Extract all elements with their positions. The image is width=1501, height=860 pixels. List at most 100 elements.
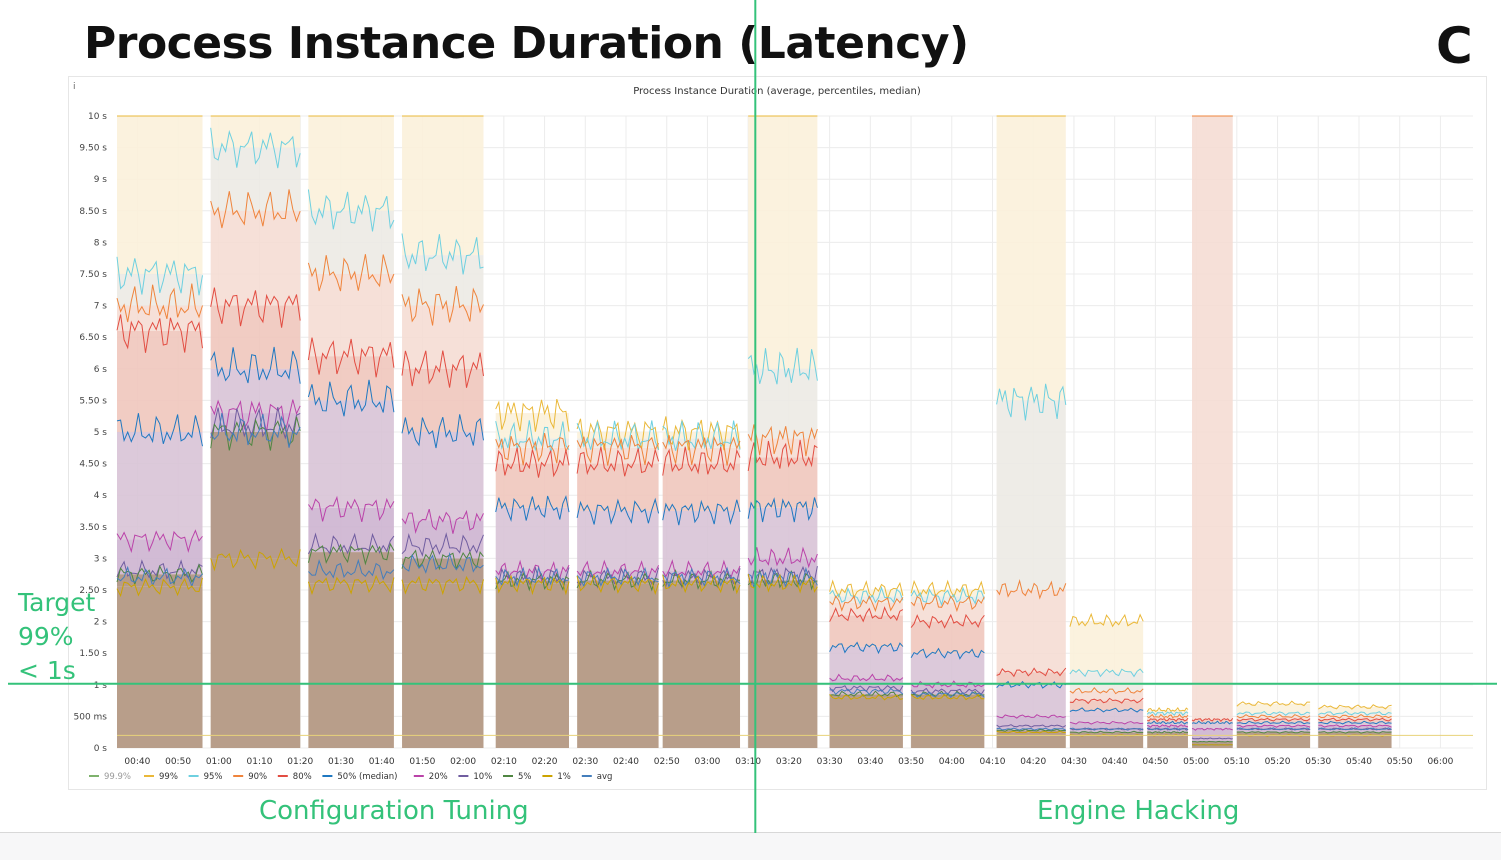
x-tick-label: 02:40 — [613, 757, 639, 767]
y-tick-label: 5 s — [94, 428, 108, 438]
band-80 — [577, 464, 658, 511]
x-tick-label: 03:30 — [817, 757, 843, 767]
x-tick-label: 05:20 — [1265, 757, 1291, 767]
x-tick-label: 02:30 — [572, 757, 598, 767]
y-tick-label: 6 s — [94, 365, 108, 375]
legend-label: 80% — [293, 772, 312, 782]
segment-10 — [997, 116, 1066, 748]
band-90 — [402, 306, 483, 369]
legend-label: 10% — [473, 772, 492, 782]
panel-info-icon: i — [73, 82, 76, 92]
x-tick-label: 01:00 — [206, 757, 232, 767]
y-tick-label: 10 s — [88, 112, 107, 122]
band-50median — [402, 432, 483, 520]
legend-label: 20% — [429, 772, 448, 782]
x-tick-label: 04:10 — [980, 757, 1006, 767]
chart-panel: Process Instance Duration (average, perc… — [68, 76, 1487, 790]
x-tick-label: 04:20 — [1020, 757, 1046, 767]
band-1 — [1318, 735, 1391, 748]
band-1 — [1147, 735, 1188, 748]
x-tick-label: 04:00 — [939, 757, 965, 767]
band-1 — [577, 584, 658, 748]
y-tick-label: 7 s — [94, 302, 108, 312]
x-tick-label: 05:10 — [1224, 757, 1250, 767]
legend-label: 99.9% — [104, 772, 131, 782]
band-5 — [211, 432, 301, 558]
y-tick-label: 7.50 s — [79, 270, 107, 280]
band-50median — [997, 685, 1066, 717]
band-50median — [1070, 710, 1143, 723]
segment-9 — [911, 581, 984, 748]
band-50median — [117, 432, 203, 539]
x-tick-label: 00:40 — [124, 757, 150, 767]
band-99 — [748, 116, 817, 369]
band-99 — [1070, 622, 1143, 673]
x-tick-label: 05:30 — [1305, 757, 1331, 767]
band-80 — [117, 331, 203, 432]
band-1 — [496, 584, 569, 748]
footer-strip — [0, 832, 1501, 860]
band-1 — [308, 584, 394, 748]
band-50median — [911, 653, 984, 685]
y-tick-label: 2 s — [94, 618, 108, 628]
legend-label: 95% — [204, 772, 223, 782]
y-tick-label: 0 s — [94, 744, 108, 754]
band-80 — [402, 369, 483, 432]
target-line-1: Target — [18, 586, 95, 620]
y-tick-label: 500 ms — [74, 712, 108, 722]
y-tick-label: 3.50 s — [79, 523, 107, 533]
segment-4 — [496, 399, 569, 748]
y-tick-label: 8.50 s — [79, 207, 107, 217]
band-99 — [997, 116, 1066, 400]
band-1 — [1237, 735, 1310, 748]
x-tick-label: 03:50 — [898, 757, 924, 767]
series-line-5 — [1192, 741, 1233, 742]
legend-label: 5% — [518, 772, 532, 782]
legend-label: 50% (median) — [337, 772, 397, 782]
x-tick-label: 02:50 — [654, 757, 680, 767]
segment-14 — [1237, 701, 1310, 748]
band-50median — [577, 511, 658, 571]
y-tick-label: 4.50 s — [79, 460, 107, 470]
x-tick-label: 03:20 — [776, 757, 802, 767]
y-tick-label: 3 s — [94, 554, 108, 564]
segment-1 — [211, 116, 301, 748]
band-1 — [211, 558, 301, 748]
band-1 — [997, 732, 1066, 748]
y-tick-label: 4 s — [94, 491, 108, 501]
target-line-2: 99% — [18, 620, 95, 654]
slide-title: Process Instance Duration (Latency) — [84, 18, 969, 69]
band-1 — [117, 587, 203, 748]
band-99 — [308, 116, 394, 211]
segment-11 — [1070, 614, 1143, 748]
segment-5 — [577, 419, 659, 748]
band-99 — [402, 116, 483, 255]
x-tick-label: 05:50 — [1387, 757, 1413, 767]
y-tick-label: 1 s — [94, 681, 108, 691]
x-tick-label: 04:30 — [1061, 757, 1087, 767]
band-80 — [663, 464, 740, 511]
logo-letter: C — [1436, 22, 1462, 70]
band-50median — [308, 400, 394, 507]
target-label: Target 99% < 1s — [18, 586, 95, 688]
x-tick-label: 05:00 — [1183, 757, 1209, 767]
band-1 — [830, 697, 903, 748]
x-tick-label: 02:20 — [532, 757, 558, 767]
right-section-label: Engine Hacking — [1037, 796, 1239, 826]
x-tick-label: 02:10 — [491, 757, 517, 767]
legend-label: avg — [597, 772, 613, 782]
band-90 — [308, 274, 394, 356]
x-tick-label: 03:00 — [694, 757, 720, 767]
segment-13 — [1192, 116, 1233, 748]
legend-label: 90% — [248, 772, 267, 782]
band-20 — [1070, 723, 1143, 732]
x-tick-label: 02:00 — [450, 757, 476, 767]
y-tick-label: 5.50 s — [79, 396, 107, 406]
band-50median — [496, 508, 569, 571]
band-1 — [1070, 735, 1143, 748]
x-tick-label: 05:40 — [1346, 757, 1372, 767]
band-1 — [663, 584, 740, 748]
band-50median — [830, 647, 903, 679]
segment-3 — [402, 116, 484, 748]
segment-2 — [308, 116, 394, 748]
